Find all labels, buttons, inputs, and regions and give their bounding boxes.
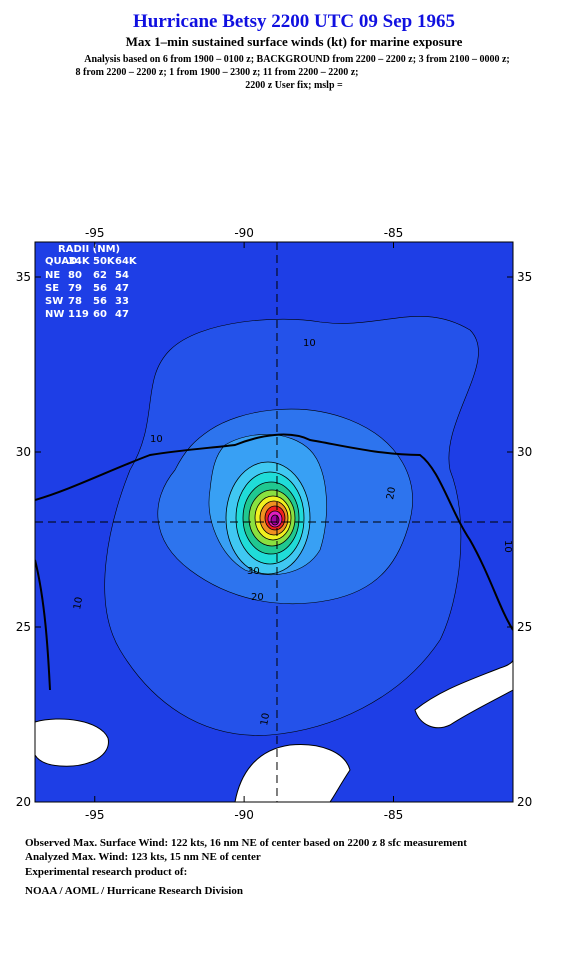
contour-label: 10 [72, 596, 85, 610]
table-cell: 60 [93, 309, 107, 320]
x-tick-label: -95 [85, 226, 105, 240]
table-cell: 47 [115, 283, 129, 294]
land [35, 718, 109, 767]
contour-label: 20 [251, 592, 264, 603]
table-cell: 62 [93, 270, 107, 281]
table-cell: 80 [68, 270, 82, 281]
x-tick-label: -90 [234, 808, 254, 822]
table-cell: 56 [93, 296, 107, 307]
y-tick-label: 35 [16, 270, 31, 284]
footer-observed: Observed Max. Surface Wind: 122 kts, 16 … [25, 837, 467, 849]
table-cell: 79 [68, 283, 82, 294]
y-tick-label: 35 [517, 270, 532, 284]
table-cell: 56 [93, 283, 107, 294]
y-tick-label: 25 [16, 620, 31, 634]
y-tick-label: 30 [16, 445, 31, 459]
x-tick-label: -95 [85, 808, 105, 822]
table-cell: 47 [115, 309, 129, 320]
contour-label: 30 [247, 566, 260, 577]
y-tick-label: 30 [517, 445, 532, 459]
x-tick-label: -85 [384, 226, 404, 240]
table-cell: 54 [115, 270, 129, 281]
x-tick-label: -85 [384, 808, 404, 822]
analysis-line: 2200 z User fix; mslp = [245, 80, 343, 91]
table-header: 50K [93, 256, 116, 267]
footer-analyzed: Analyzed Max. Wind: 123 kts, 15 nm NE of… [25, 851, 261, 863]
table-cell: NW [45, 309, 64, 320]
table-header: 34K [68, 256, 91, 267]
analysis-line: Analysis based on 6 from 1900 – 0100 z; … [84, 54, 510, 65]
contour-label: 10 [502, 540, 513, 553]
contour-120 [270, 514, 280, 526]
table-cell: 33 [115, 296, 129, 307]
contour-label: 10 [259, 712, 272, 726]
table-cell: 78 [68, 296, 82, 307]
x-tick-label: -90 [234, 226, 254, 240]
map-area [35, 242, 513, 802]
coastline [35, 433, 513, 631]
analysis-line: 8 from 2200 – 2200 z; 1 from 1900 – 2300… [75, 67, 358, 78]
table-cell: NE [45, 270, 60, 281]
contour-label: 10 [150, 434, 163, 445]
footer-product: Experimental research product of: [25, 866, 187, 878]
table-header: 64K [115, 256, 138, 267]
contour-label: 10 [303, 338, 316, 349]
land [414, 659, 513, 729]
y-tick-label: 20 [16, 795, 31, 809]
land [234, 743, 351, 802]
table-title: RADII (NM) [58, 244, 120, 255]
y-tick-label: 20 [517, 795, 532, 809]
table-cell: SE [45, 283, 59, 294]
contour-label: 20 [385, 486, 398, 500]
table-cell: SW [45, 296, 63, 307]
y-tick-label: 25 [517, 620, 532, 634]
coastline [35, 559, 51, 691]
table-cell: 119 [68, 309, 89, 320]
subtitle: Max 1–min sustained surface winds (kt) f… [126, 34, 463, 49]
title: Hurricane Betsy 2200 UTC 09 Sep 1965 [133, 11, 455, 32]
table-header: QUAD [45, 256, 77, 267]
footer-org: NOAA / AOML / Hurricane Research Divisio… [25, 885, 243, 897]
